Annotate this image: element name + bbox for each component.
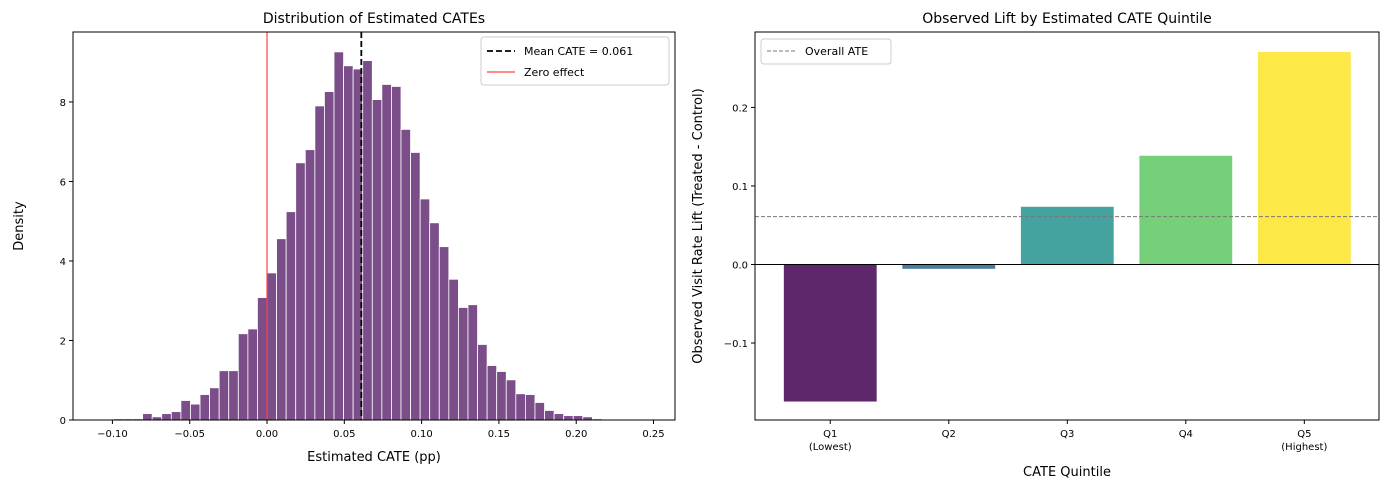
histogram-bar [458,307,469,421]
quintile-bar [783,264,878,403]
axes-frame [72,31,676,421]
histogram-bar [324,91,335,421]
legend-box [480,36,670,86]
x-tick-label: −0.05 [174,429,205,440]
histogram-bar [400,128,411,421]
histogram-bar [295,162,306,421]
histogram-bar [410,152,421,421]
legend-mean-label: Mean CATE = 0.061 [524,45,633,58]
histogram-bar [515,393,526,421]
histogram-bar [524,394,536,421]
x-tick-label: Q4 [1179,429,1193,440]
legend-zero-label: Zero effect [524,66,585,79]
x-tick-label: Q3 [1060,429,1074,440]
y-tick-label: 6 [60,177,66,188]
histogram-bar [199,394,211,421]
histogram-bar [553,413,565,421]
histogram-bar [142,413,153,421]
x-tick-label: −0.10 [97,429,128,440]
y-tick-label: 0 [60,416,66,427]
histogram-xlabel: Estimated CATE (pp) [307,450,441,465]
y-tick-label: 2 [60,336,66,347]
histogram-title: Distribution of Estimated CATEs [263,11,485,27]
histogram-axes: −0.10 −0.05 0.00 0.05 0.10 0.15 0.20 0.25 0 2 4 6 8 M… [60,31,676,440]
x-tick-label: 0.20 [565,429,587,440]
histogram-bar [429,222,440,421]
histogram-bar [391,86,402,421]
histogram-bar [247,328,258,421]
x-tick-label: Q2 [942,429,956,440]
y-tick-label: 4 [60,257,66,268]
x-tick-label: Q5 [1297,429,1311,440]
histogram-bar [438,246,450,421]
quintile-bar-axes: Q1 (Lowest) Q2 Q3 Q4 Q5 (Highest) −0.1 0.0 0.1 0.2… [724,31,1380,453]
histogram-bar [477,344,488,421]
histogram-bar [190,403,201,421]
histogram-bar [228,370,239,421]
x-tick-label: 0.05 [333,429,355,440]
histogram-bar [496,371,507,421]
histogram-bar [161,413,172,421]
histogram-bar [180,400,191,421]
histogram-bar [563,415,574,421]
x-tick-sublabel: (Highest) [1281,442,1327,453]
histogram-bar [371,99,383,421]
histogram-bar [314,105,325,421]
histogram-bar [276,238,287,421]
histogram-bar [419,198,431,421]
histogram-bar [257,297,268,421]
histogram-bar [285,211,297,421]
histogram-bar [209,387,220,421]
histogram-ylabel: Density [12,201,27,251]
quintile-ylabel: Observed Visit Rate Lift (Treated - Cont… [691,88,706,363]
y-tick-label: 8 [60,98,66,109]
histogram-bar [505,379,517,421]
histogram-bar [448,278,459,421]
histogram-bar [333,51,344,421]
histogram-bar [343,65,354,421]
quintile-bar [901,264,996,270]
histogram-bar [534,402,545,421]
y-tick-label: 0.0 [732,260,748,271]
histogram-bar [467,304,478,421]
quintile-bar [1257,51,1352,265]
quintile-title: Observed Lift by Estimated CATE Quintile [922,11,1212,27]
x-tick-label: 0.15 [488,429,510,440]
histogram-bar [237,333,249,421]
histogram-bar [544,410,555,421]
histogram-bar [381,84,392,421]
quintile-bar [1020,205,1115,265]
y-tick-label: 0.1 [732,182,748,193]
histogram-bar [362,60,373,421]
x-tick-label: 0.00 [256,429,278,440]
x-tick-label: 0.10 [410,429,432,440]
legend-box [760,38,892,65]
legend-ate-label: Overall ATE [805,45,868,58]
x-tick-label: 0.25 [642,429,664,440]
quintile-xlabel: CATE Quintile [1023,465,1111,480]
histogram-bar [266,272,277,421]
legend: Overall ATE [760,38,892,65]
legend: Mean CATE = 0.061 Zero effect [480,36,670,86]
y-tick-label: −0.1 [724,339,748,350]
quintile-bar [1138,154,1234,265]
histogram-bar [170,411,182,421]
histogram-bar [304,149,316,421]
x-tick-label: Q1 [823,429,837,440]
x-tick-sublabel: (Lowest) [809,442,852,453]
histogram-bar [572,415,584,421]
histogram-bar [218,370,230,421]
y-tick-label: 0.2 [732,103,748,114]
histogram-bar [486,365,498,421]
